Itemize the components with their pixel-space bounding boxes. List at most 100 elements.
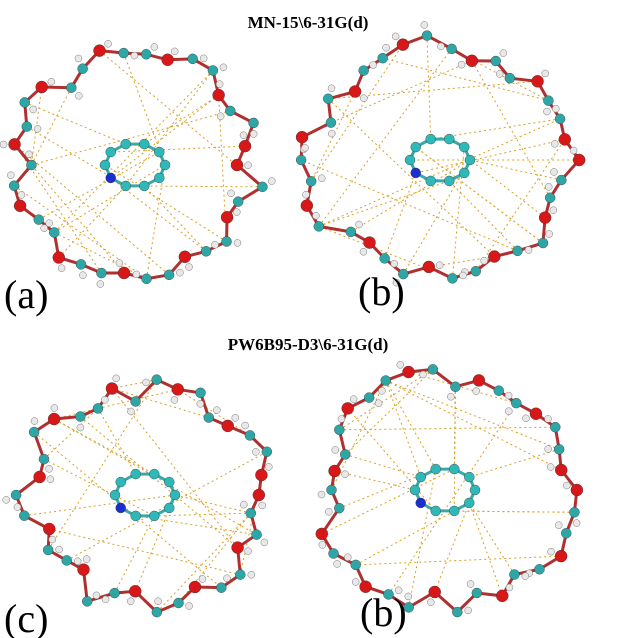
hydrogen [45,219,53,227]
hydrogen [522,414,530,423]
atom [149,510,160,522]
atom [159,159,171,171]
hydrogen [244,161,252,169]
bond-path [30,86,43,166]
hydrogen [101,595,110,604]
atom [323,93,334,104]
atom [129,585,142,598]
hydrogen [74,54,83,63]
hydrogen [541,69,550,78]
hydrogen [101,396,109,404]
hydrogen [327,129,336,138]
bond-path [31,110,231,166]
bond-path [318,118,561,227]
hydrogen [216,112,225,120]
atom [117,266,131,280]
bond-path [80,416,238,548]
hydrogen [301,144,309,152]
atom [225,105,236,117]
hydrogen [349,395,358,403]
atom [465,54,479,68]
hydrogen [312,211,320,220]
hydrogen [233,239,242,247]
hydrogen [572,519,581,527]
atom [118,47,129,59]
atom [554,113,566,125]
hydrogen [170,47,179,56]
atom [404,154,416,166]
panel-label: (a) [4,272,48,317]
atom [398,268,409,280]
atom [379,253,390,264]
hydrogen [550,140,559,148]
atom [325,117,337,128]
atom [47,412,61,426]
atom [252,488,266,502]
hydrogen [543,107,551,116]
bond-path [114,515,155,594]
hydrogen [569,146,578,155]
atom [512,245,523,257]
hydrogen [240,500,248,509]
bond-path [453,386,456,511]
hydrogen [374,399,383,407]
atom [220,211,234,224]
bond-path [384,172,417,259]
hydrogen [392,278,401,287]
bond-path [14,143,170,276]
hydrogen [126,597,135,606]
atom [163,269,175,281]
hydrogen [545,230,553,238]
hydrogen [394,586,403,595]
bond-path [110,145,246,153]
hydrogen [459,271,467,280]
atom [544,192,556,203]
hydrogen [185,263,193,271]
hydrogen [325,508,333,516]
hydrogen [219,63,228,72]
bond-path [451,147,465,279]
hydrogen [55,545,63,554]
atom [221,419,234,433]
atom [96,267,107,279]
hydrogen [327,84,336,93]
bond-path [469,159,546,218]
panel-label: (c) [4,596,48,638]
atom [470,266,481,277]
bond-path [38,151,160,221]
hydrogen [546,463,555,471]
atom [553,444,565,455]
atom [120,180,131,192]
atom [99,159,111,171]
hydrogen [302,190,310,199]
hydrogen [419,370,427,379]
bond-path [453,386,456,470]
atom [363,236,376,249]
bond-path [448,180,518,252]
atom [26,159,37,171]
atom [200,246,212,257]
section-title: MN-15\6-31G(d) [248,13,369,32]
bond-path [469,448,560,478]
atom [464,497,475,509]
atom [43,522,56,536]
hydrogen [466,580,475,588]
hydrogen [115,259,124,267]
hydrogen [495,70,504,78]
atom [130,468,141,480]
atom [169,489,181,501]
bond-path [471,60,551,198]
hydrogen [154,597,162,605]
hydrogen [29,105,37,114]
atom [35,80,48,94]
bond-path [156,512,252,613]
hydrogen [404,592,413,601]
bond-path [334,470,416,491]
atom [449,505,460,517]
atom [33,214,44,225]
hydrogen [45,465,53,473]
hydrogen [268,177,276,185]
atom [377,52,388,64]
atom [235,569,246,580]
